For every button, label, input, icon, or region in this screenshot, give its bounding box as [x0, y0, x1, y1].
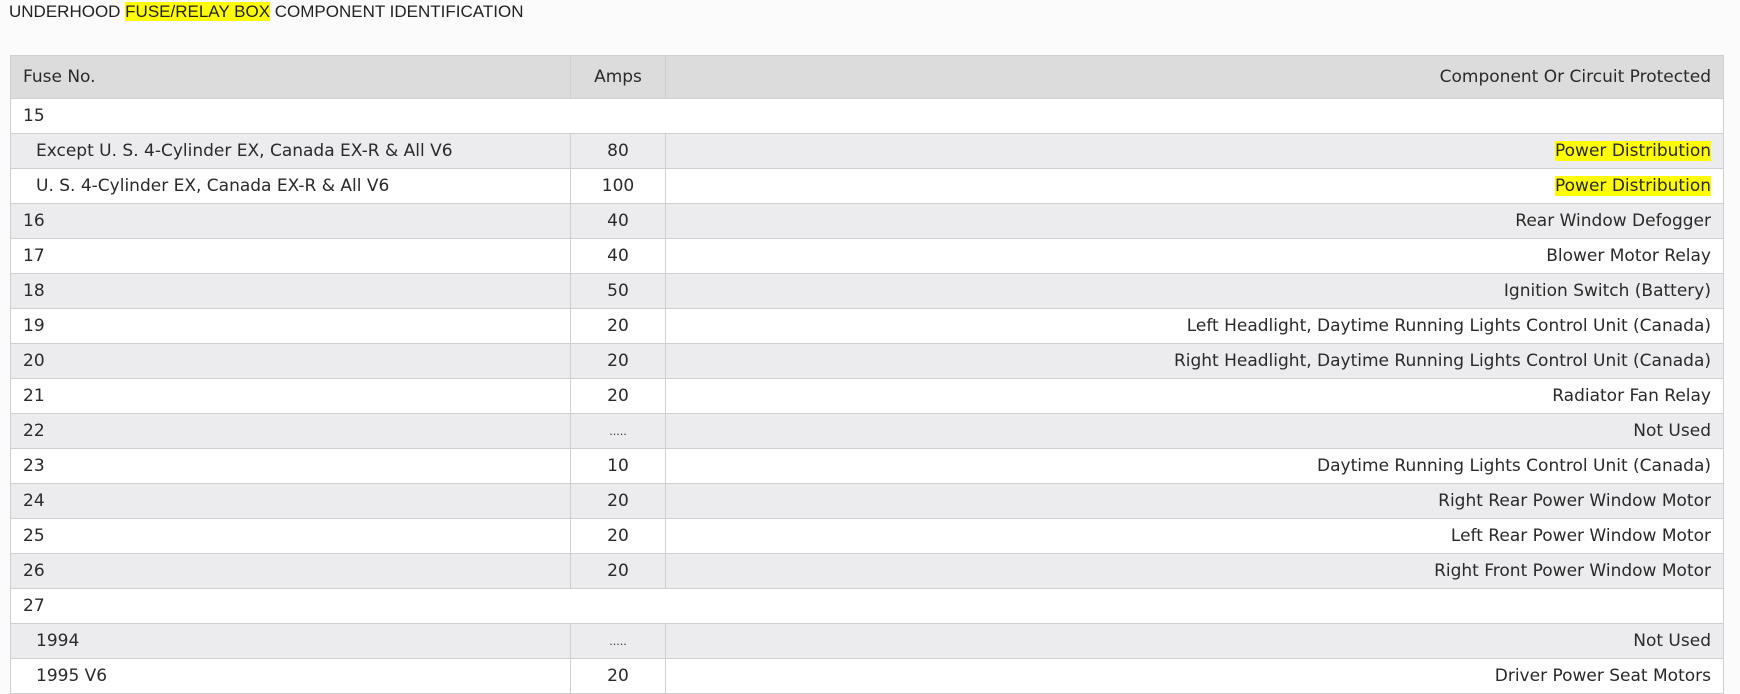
table-row: U. S. 4-Cylinder EX, Canada EX-R & All V… — [10, 168, 1724, 204]
table-row: 18 50 Ignition Switch (Battery) — [10, 273, 1724, 309]
fuse-number: Except U. S. 4-Cylinder EX, Canada EX-R … — [10, 133, 571, 169]
header-component: Component Or Circuit Protected — [665, 55, 1724, 99]
fuse-number: 24 — [10, 483, 571, 519]
fuse-number: 15 — [10, 98, 1724, 134]
component: Left Headlight, Daytime Running Lights C… — [1186, 316, 1711, 336]
table-row: 23 10 Daytime Running Lights Control Unit … — [10, 448, 1724, 484]
amps: 40 — [570, 203, 666, 239]
fuse-number: 21 — [10, 378, 571, 414]
component-cell: Not Used — [665, 413, 1724, 449]
component-cell: Radiator Fan Relay — [665, 378, 1724, 414]
table-row: 17 40 Blower Motor Relay — [10, 238, 1724, 274]
table-row: 16 40 Rear Window Defogger — [10, 203, 1724, 239]
amps: 10 — [570, 448, 666, 484]
amps: 20 — [570, 378, 666, 414]
table-row: 24 20 Right Rear Power Window Motor — [10, 483, 1724, 519]
fuse-number: 25 — [10, 518, 571, 554]
component-cell: Not Used — [665, 623, 1724, 659]
component: Right Headlight, Daytime Running Lights … — [1173, 351, 1711, 371]
amps: ..... — [570, 413, 666, 449]
component: Driver Power Seat Motors — [1494, 666, 1711, 686]
fuse-number: 17 — [10, 238, 571, 274]
component: Radiator Fan Relay — [1552, 386, 1711, 406]
table-row: 25 20 Left Rear Power Window Motor — [10, 518, 1724, 554]
component: Right Front Power Window Motor — [1434, 561, 1711, 581]
component: Left Rear Power Window Motor — [1450, 526, 1711, 546]
title-prefix: UNDERHOOD — [9, 2, 126, 21]
component-cell: Right Front Power Window Motor — [665, 553, 1724, 589]
table-row: 20 20 Right Headlight, Daytime Running Lig… — [10, 343, 1724, 379]
amps: ..... — [570, 623, 666, 659]
amps: 80 — [570, 133, 666, 169]
amps: 100 — [570, 168, 666, 204]
table-row: Except U. S. 4-Cylinder EX, Canada EX-R … — [10, 133, 1724, 169]
header-amps: Amps — [570, 55, 666, 99]
amps: 20 — [570, 518, 666, 554]
component-cell: Left Headlight, Daytime Running Lights C… — [665, 308, 1724, 344]
title-highlight: FUSE/RELAY BOX — [125, 2, 271, 21]
amps: 20 — [570, 483, 666, 519]
table-row: 1995 V6 20 Driver Power Seat Motors — [10, 658, 1724, 694]
component: Ignition Switch (Battery) — [1503, 281, 1711, 301]
page-title: UNDERHOOD FUSE/RELAY BOX COMPONENT IDENT… — [9, 0, 523, 24]
component: Rear Window Defogger — [1515, 211, 1711, 231]
fuse-number: 18 — [10, 273, 571, 309]
fuse-number: 27 — [10, 588, 1724, 624]
fuse-number: 26 — [10, 553, 571, 589]
fuse-number: 19 — [10, 308, 571, 344]
fuse-number: 20 — [10, 343, 571, 379]
component-cell: Right Headlight, Daytime Running Lights … — [665, 343, 1724, 379]
fuse-number: U. S. 4-Cylinder EX, Canada EX-R & All V… — [10, 168, 571, 204]
fuse-number: 22 — [10, 413, 571, 449]
amps: 20 — [570, 553, 666, 589]
component: Blower Motor Relay — [1546, 246, 1711, 266]
amps: 20 — [570, 343, 666, 379]
component: Not Used — [1633, 421, 1711, 441]
component: Daytime Running Lights Control Unit (Can… — [1317, 456, 1711, 476]
fuse-number: 1994 — [10, 623, 571, 659]
fuse-number: 23 — [10, 448, 571, 484]
component: Not Used — [1633, 631, 1711, 651]
fuse-number: 16 — [10, 203, 571, 239]
component-cell: Ignition Switch (Battery) — [665, 273, 1724, 309]
component: Power Distribution — [1555, 176, 1711, 196]
table-row: 1994..... Not Used — [10, 623, 1724, 659]
component-cell: Power Distribution — [665, 168, 1724, 204]
component-cell: Blower Motor Relay — [665, 238, 1724, 274]
table-group-row: 27 — [10, 588, 1724, 624]
component-cell: Rear Window Defogger — [665, 203, 1724, 239]
table-row: 26 20 Right Front Power Window Motor — [10, 553, 1724, 589]
amps: 50 — [570, 273, 666, 309]
table-header-row: Fuse No. Amps Component Or Circuit Prote… — [10, 55, 1724, 99]
header-fuse-no: Fuse No. — [10, 55, 571, 99]
title-suffix: COMPONENT IDENTIFICATION — [270, 2, 524, 21]
component-cell: Power Distribution — [665, 133, 1724, 169]
fuse-table: Fuse No. Amps Component Or Circuit Prote… — [10, 55, 1724, 694]
component: Right Rear Power Window Motor — [1438, 491, 1711, 511]
table-row: 19 20 Left Headlight, Daytime Running Ligh… — [10, 308, 1724, 344]
table-row: 22..... Not Used — [10, 413, 1724, 449]
component-cell: Left Rear Power Window Motor — [665, 518, 1724, 554]
component-cell: Driver Power Seat Motors — [665, 658, 1724, 694]
table-row: 21 20 Radiator Fan Relay — [10, 378, 1724, 414]
fuse-number: 1995 V6 — [10, 658, 571, 694]
amps: 20 — [570, 308, 666, 344]
component-cell: Daytime Running Lights Control Unit (Can… — [665, 448, 1724, 484]
amps: 20 — [570, 658, 666, 694]
table-group-row: 15 — [10, 98, 1724, 134]
amps: 40 — [570, 238, 666, 274]
component-cell: Right Rear Power Window Motor — [665, 483, 1724, 519]
component: Power Distribution — [1555, 141, 1711, 161]
